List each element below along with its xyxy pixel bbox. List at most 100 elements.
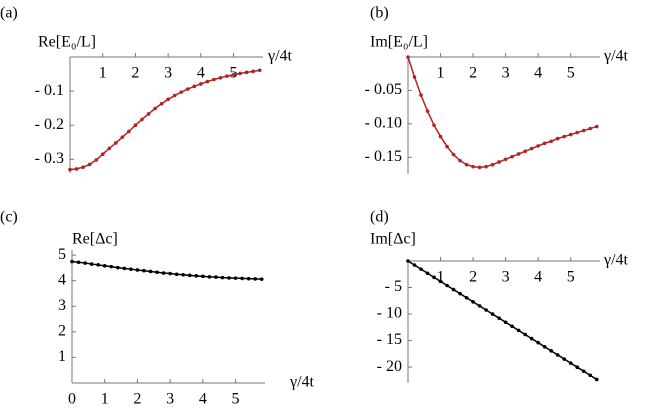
data-point (490, 312, 495, 316)
data-point (174, 272, 179, 277)
data-point (185, 87, 190, 91)
data-point (581, 369, 586, 374)
x-tick-label: 4 (199, 391, 207, 408)
data-point (109, 264, 114, 269)
y-tick-label: - 15 (377, 331, 402, 348)
data-point (135, 268, 140, 272)
y-tick-label: - 0.1 (35, 82, 64, 99)
data-point (253, 277, 257, 281)
data-line (69, 69, 260, 171)
data-point (451, 152, 456, 157)
data-point (523, 332, 527, 337)
data-point (74, 167, 79, 171)
x-tick-label: 1 (101, 391, 109, 408)
data-point (115, 265, 120, 270)
data-point (181, 273, 186, 277)
data-point (238, 71, 242, 76)
data-point (231, 72, 236, 77)
data-point (568, 132, 573, 137)
data-point (503, 157, 508, 162)
data-point (194, 274, 199, 278)
data-point (471, 300, 475, 304)
data-point (155, 270, 159, 275)
data-point (207, 275, 212, 279)
x-axis-label: γ/4t (603, 252, 629, 269)
data-point (432, 123, 436, 127)
data-point (516, 152, 521, 156)
y-tick-label: - 0.3 (35, 150, 64, 167)
data-point (445, 283, 449, 288)
data-point (172, 93, 177, 98)
data-point (575, 130, 580, 135)
y-tick-label: 4 (58, 271, 66, 288)
data-point (87, 162, 92, 167)
y-axis-label: Re[E₀/L] (38, 34, 96, 51)
data-point (406, 55, 410, 59)
data-point (536, 144, 540, 148)
data-point (594, 124, 599, 129)
data-point (575, 365, 580, 369)
data-point (133, 123, 138, 128)
data-point (218, 76, 223, 80)
y-tick-label: 3 (58, 297, 66, 314)
panel-label: (d) (370, 209, 389, 226)
data-point (168, 271, 172, 276)
data-point (490, 162, 495, 167)
data-point (142, 268, 146, 273)
data-point (451, 287, 456, 292)
y-tick-label: - 10 (377, 305, 402, 322)
data-point (129, 267, 133, 271)
data-point (107, 146, 112, 151)
x-tick-label: 4 (534, 269, 542, 286)
data-point (244, 70, 249, 75)
y-axis-label: Re[Δc] (72, 231, 118, 248)
data-point (438, 279, 443, 284)
y-tick-label: 2 (58, 323, 66, 340)
data-point (259, 277, 264, 281)
x-tick-label: 2 (469, 65, 477, 82)
data-point (542, 141, 547, 146)
data-point (412, 263, 417, 267)
data-point (113, 141, 118, 145)
data-point (412, 75, 417, 79)
data-line (71, 260, 262, 280)
data-point (122, 266, 127, 271)
data-point (251, 69, 255, 74)
x-tick-label: 1 (99, 65, 107, 82)
data-point (68, 167, 72, 172)
y-tick-label: - 0.10 (365, 115, 402, 132)
y-tick-label: - 0.05 (365, 81, 402, 98)
data-point (246, 276, 251, 281)
x-tick-label: 4 (197, 65, 205, 82)
x-tick-label: 3 (502, 269, 510, 286)
data-point (240, 276, 244, 281)
y-tick-label: - 0.15 (365, 148, 402, 165)
x-tick-label: 1 (437, 65, 445, 82)
data-point (562, 357, 567, 361)
data-point (76, 260, 81, 265)
data-point (127, 129, 131, 134)
data-point (159, 101, 164, 106)
x-tick-label: 5 (232, 391, 240, 408)
data-point (432, 275, 436, 280)
data-point (484, 308, 488, 312)
data-point (187, 273, 192, 278)
data-point (166, 97, 170, 102)
data-point (89, 262, 94, 266)
data-point (529, 336, 534, 341)
data-point (179, 90, 184, 94)
data-point (81, 165, 85, 169)
x-axis-label: γ/4t (267, 48, 293, 65)
x-tick-label: 2 (131, 65, 139, 82)
data-point (510, 154, 514, 159)
y-axis-label: Im[Δc] (370, 231, 416, 248)
data-point (594, 377, 599, 382)
y-tick-label: 1 (58, 348, 66, 365)
data-point (70, 259, 74, 264)
x-tick-label: 2 (133, 391, 141, 408)
data-point (510, 324, 514, 329)
data-point (257, 68, 262, 73)
data-point (484, 164, 488, 169)
data-point (477, 304, 482, 308)
data-point (233, 276, 238, 280)
